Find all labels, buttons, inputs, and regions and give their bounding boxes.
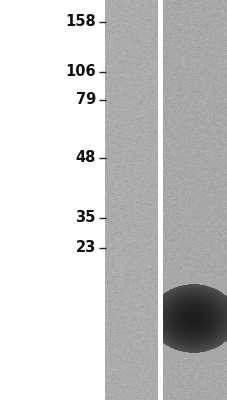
Text: 106: 106 bbox=[65, 64, 95, 80]
Bar bbox=[158, 0, 162, 400]
Text: 48: 48 bbox=[75, 150, 95, 166]
Text: 79: 79 bbox=[75, 92, 95, 108]
Text: 35: 35 bbox=[75, 210, 95, 226]
Text: 23: 23 bbox=[75, 240, 95, 256]
Text: 158: 158 bbox=[65, 14, 95, 30]
